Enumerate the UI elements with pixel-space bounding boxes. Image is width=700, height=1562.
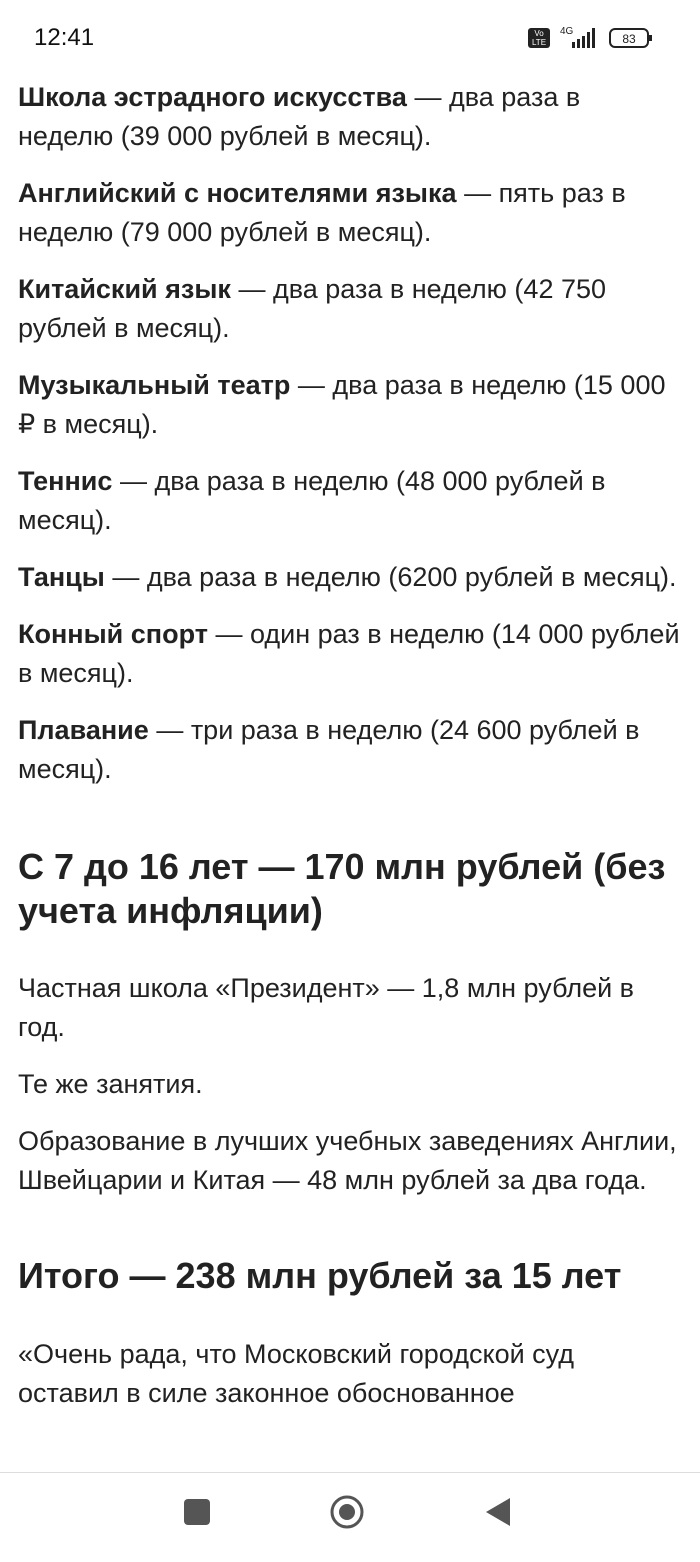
volte-text: LTE — [532, 38, 546, 47]
activity-name: Музыкальный театр — [18, 370, 291, 400]
navigation-bar — [0, 1472, 700, 1557]
status-icons: Vo LTE 4G 83 — [528, 26, 652, 48]
activity-name: Танцы — [18, 562, 105, 592]
activity-item: Школа эстрадного искусства — два раза в н… — [18, 78, 682, 156]
battery-level: 83 — [622, 32, 636, 46]
activity-details: — два раза в неделю (39 000 рублей в мес… — [18, 82, 581, 151]
battery-tip — [649, 35, 652, 41]
activity-name: Китайский язык — [18, 274, 231, 304]
paragraph: Образование в лучших учебных заведениях … — [18, 1126, 677, 1195]
article: Школа эстрадного искусства — два раза в н… — [18, 78, 682, 1431]
battery-icon — [609, 28, 649, 48]
activity-name: Английский с носителями языка — [18, 178, 457, 208]
section-heading: Итого — 238 млн рублей за 15 лет — [18, 1255, 622, 1296]
nav-icons — [184, 1495, 510, 1529]
activity-details: — два раза в неделю (15 000 ₽ в месяц). — [18, 370, 666, 439]
section-heading: С 7 до 16 лет — 170 млн рублей (без учет… — [18, 846, 666, 931]
paragraph: «Очень рада, что Московский городской су… — [18, 1339, 575, 1408]
activity-item: Английский с носителями языка — пять раз … — [18, 174, 682, 252]
activity-details: — пять раз в неделю (79 000 рублей в мес… — [18, 178, 626, 247]
activity-item: Конный спорт — один раз в неделю (14 000 … — [18, 615, 682, 693]
recent-apps-button[interactable] — [184, 1499, 210, 1525]
signal-icon — [572, 28, 595, 48]
paragraph: Те же занятия. — [18, 1069, 203, 1099]
activity-item: Плавание — три раза в неделю (24 600 рубл… — [18, 711, 682, 789]
activity-details: — два раза в неделю (6200 рублей в месяц… — [112, 562, 677, 592]
paragraph: Частная школа «Президент» — 1,8 млн рубл… — [18, 973, 635, 1042]
activity-details: — два раза в неделю (42 750 рублей в мес… — [18, 274, 607, 343]
activity-name: Конный спорт — [18, 619, 208, 649]
home-button[interactable] — [330, 1495, 364, 1529]
activity-name: Плавание — [18, 715, 149, 745]
network-label: 4G — [560, 26, 574, 37]
activity-name: Школа эстрадного искусства — [18, 82, 407, 112]
activity-details: — один раз в неделю (14 000 рублей в мес… — [18, 619, 680, 688]
activity-item: Теннис — два раза в неделю (48 000 рублей… — [18, 462, 682, 540]
home-button-dot — [339, 1504, 355, 1520]
activity-details: — два раза в неделю (48 000 рублей в мес… — [18, 466, 606, 535]
activity-details: — три раза в неделю (24 600 рублей в мес… — [18, 715, 640, 784]
activity-name: Теннис — [18, 466, 113, 496]
status-bar: 12:41 Vo LTE 4G 83 — [0, 0, 700, 78]
activity-item: Музыкальный театр — два раза в неделю (15… — [18, 366, 682, 444]
back-button[interactable] — [486, 1498, 510, 1526]
volte-icon — [528, 28, 550, 48]
volte-text: Vo — [534, 29, 544, 38]
activity-item: Китайский язык — два раза в неделю (42 75… — [18, 270, 682, 348]
clock: 12:41 — [34, 24, 95, 51]
activity-item: Танцы — два раза в неделю (6200 рублей в … — [18, 558, 682, 597]
